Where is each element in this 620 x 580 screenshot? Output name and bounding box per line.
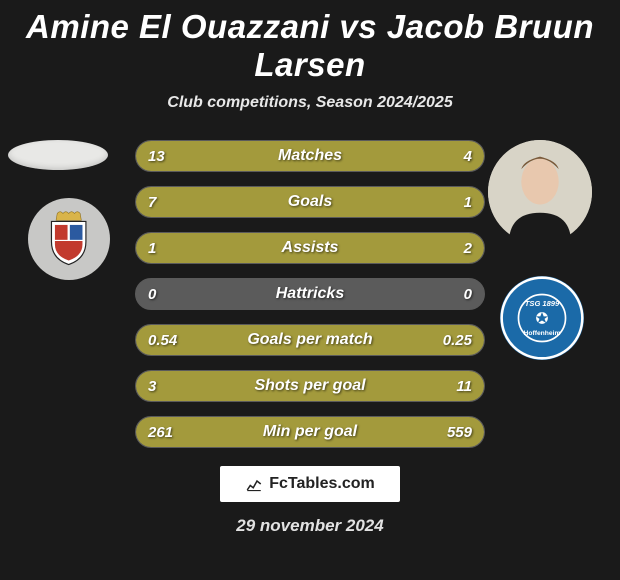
stat-label: Matches xyxy=(136,147,484,165)
stat-row: 7Goals1 xyxy=(135,186,485,218)
stat-label: Shots per goal xyxy=(136,377,484,395)
club-right-badge: TSG 1899 Hoffenheim xyxy=(500,276,584,360)
stat-row: 261Min per goal559 xyxy=(135,416,485,448)
stat-row: 0.54Goals per match0.25 xyxy=(135,324,485,356)
person-icon xyxy=(488,140,592,244)
watermark: FcTables.com xyxy=(220,466,400,502)
stat-label: Assists xyxy=(136,239,484,257)
page-title: Amine El Ouazzani vs Jacob Bruun Larsen xyxy=(0,0,620,84)
stat-label: Goals xyxy=(136,193,484,211)
svg-text:TSG 1899: TSG 1899 xyxy=(525,299,560,308)
subtitle: Club competitions, Season 2024/2025 xyxy=(0,94,620,112)
stat-row: 3Shots per goal11 xyxy=(135,370,485,402)
watermark-text: FcTables.com xyxy=(269,475,375,493)
chart-icon xyxy=(245,475,263,493)
stat-label: Hattricks xyxy=(136,285,484,303)
stat-value-right: 11 xyxy=(456,378,472,395)
stat-label: Goals per match xyxy=(136,331,484,349)
stat-value-right: 4 xyxy=(464,148,472,165)
date-text: 29 november 2024 xyxy=(0,516,620,536)
player-left-avatar xyxy=(8,140,108,170)
club-circle-icon: TSG 1899 Hoffenheim xyxy=(500,276,584,360)
club-left-badge xyxy=(28,198,110,280)
stat-bars: 13Matches47Goals11Assists20Hattricks00.5… xyxy=(135,140,485,448)
comparison-panel: TSG 1899 Hoffenheim 13Matches47Goals11As… xyxy=(0,140,620,536)
svg-text:Hoffenheim: Hoffenheim xyxy=(524,330,561,337)
stat-value-right: 0.25 xyxy=(443,332,472,349)
stat-row: 1Assists2 xyxy=(135,232,485,264)
shield-icon xyxy=(40,210,97,267)
stat-row: 13Matches4 xyxy=(135,140,485,172)
stat-row: 0Hattricks0 xyxy=(135,278,485,310)
stat-value-right: 0 xyxy=(464,286,472,303)
player-right-avatar xyxy=(488,140,592,244)
stat-label: Min per goal xyxy=(136,423,484,441)
stat-value-right: 2 xyxy=(464,240,472,257)
stat-value-right: 1 xyxy=(464,194,472,211)
stat-value-right: 559 xyxy=(447,424,472,441)
